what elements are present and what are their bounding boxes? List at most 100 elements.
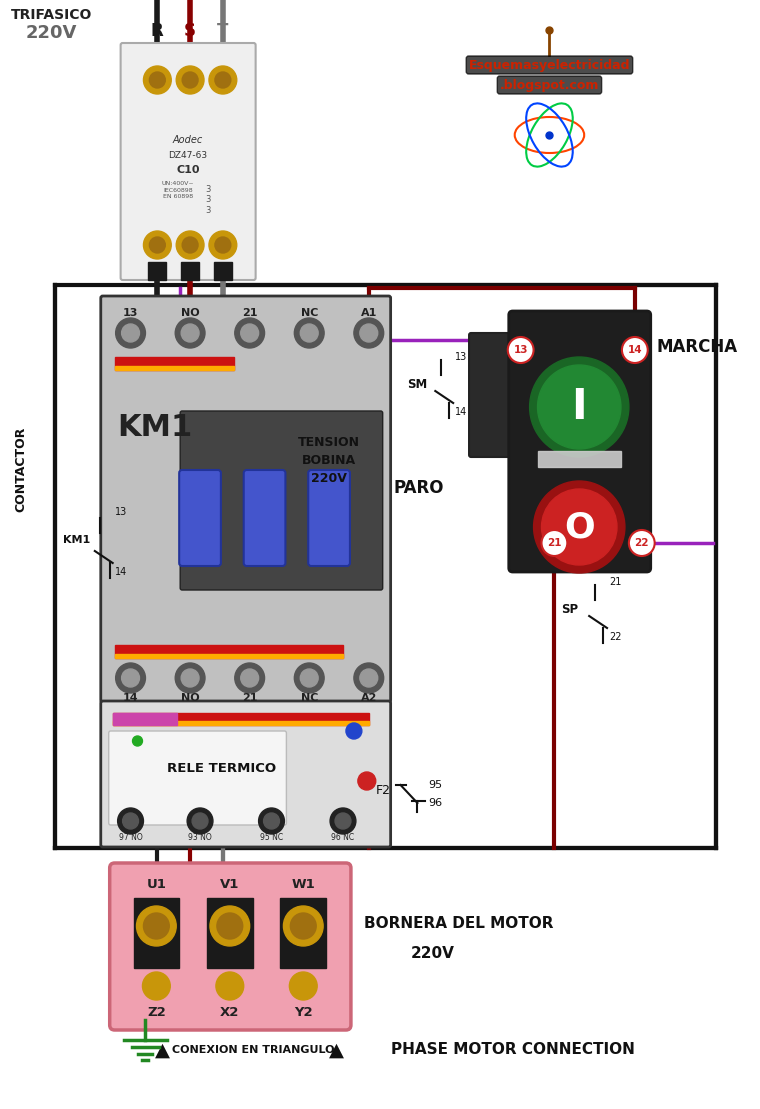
Bar xyxy=(134,898,179,968)
Bar xyxy=(115,654,343,658)
Text: 21: 21 xyxy=(547,538,562,548)
Text: Esquemasyelectricidad: Esquemasyelectricidad xyxy=(469,59,630,71)
FancyBboxPatch shape xyxy=(179,470,221,566)
Circle shape xyxy=(335,813,351,830)
Bar xyxy=(112,713,369,725)
Text: O: O xyxy=(564,510,594,545)
Circle shape xyxy=(542,530,567,556)
Circle shape xyxy=(358,772,375,790)
Text: DZ47-63: DZ47-63 xyxy=(169,151,207,160)
Text: 13: 13 xyxy=(123,308,138,318)
Text: F2: F2 xyxy=(375,783,391,796)
Circle shape xyxy=(241,669,258,686)
Text: Aodec: Aodec xyxy=(173,135,203,145)
Text: 14: 14 xyxy=(455,407,467,417)
Circle shape xyxy=(354,663,384,693)
Text: 220V: 220V xyxy=(311,472,347,486)
Circle shape xyxy=(346,723,362,739)
Text: W1: W1 xyxy=(291,877,315,891)
Circle shape xyxy=(542,489,617,564)
FancyBboxPatch shape xyxy=(180,411,383,590)
Bar xyxy=(115,366,234,370)
Text: 96 NC: 96 NC xyxy=(331,834,355,843)
Text: R: R xyxy=(151,22,163,40)
FancyBboxPatch shape xyxy=(244,470,286,566)
Circle shape xyxy=(294,318,324,348)
Text: NO: NO xyxy=(181,308,199,318)
Text: SP: SP xyxy=(562,603,578,615)
Circle shape xyxy=(181,669,199,686)
Text: 97 NO: 97 NO xyxy=(119,834,142,843)
Text: TRIFASICO: TRIFASICO xyxy=(11,8,92,22)
Bar xyxy=(112,721,369,725)
Circle shape xyxy=(264,813,280,830)
Circle shape xyxy=(181,324,199,342)
Text: A1: A1 xyxy=(360,308,377,318)
Circle shape xyxy=(132,736,142,746)
Circle shape xyxy=(192,813,208,830)
Bar xyxy=(115,357,234,370)
FancyBboxPatch shape xyxy=(109,731,287,825)
Text: 220V: 220V xyxy=(410,946,454,960)
Circle shape xyxy=(142,971,170,1000)
Text: X2: X2 xyxy=(220,1007,239,1019)
Circle shape xyxy=(235,663,264,693)
Circle shape xyxy=(118,808,144,834)
Text: I: I xyxy=(572,386,587,428)
Text: U1: U1 xyxy=(147,877,166,891)
Circle shape xyxy=(258,808,284,834)
Text: ▲: ▲ xyxy=(155,1040,169,1059)
Circle shape xyxy=(290,913,316,939)
FancyBboxPatch shape xyxy=(309,470,350,566)
Text: CONTACTOR: CONTACTOR xyxy=(15,426,28,511)
Text: 14: 14 xyxy=(122,693,138,703)
Circle shape xyxy=(216,971,244,1000)
Bar xyxy=(280,898,326,968)
Circle shape xyxy=(534,481,625,573)
Text: C10: C10 xyxy=(176,165,200,175)
Bar xyxy=(214,262,232,279)
Text: PHASE MOTOR CONNECTION: PHASE MOTOR CONNECTION xyxy=(391,1042,635,1058)
Text: NO: NO xyxy=(181,693,199,703)
Text: 22: 22 xyxy=(635,538,649,548)
Bar xyxy=(207,898,252,968)
FancyBboxPatch shape xyxy=(508,311,651,572)
Circle shape xyxy=(150,237,165,253)
Bar xyxy=(115,645,343,658)
Bar xyxy=(112,713,177,725)
Text: BOBINA: BOBINA xyxy=(302,455,356,468)
Circle shape xyxy=(122,813,138,830)
Text: 96: 96 xyxy=(429,798,442,808)
Circle shape xyxy=(182,237,198,253)
Circle shape xyxy=(210,906,250,946)
Text: NC: NC xyxy=(300,693,318,703)
Circle shape xyxy=(176,663,205,693)
FancyBboxPatch shape xyxy=(101,701,391,847)
Text: A2: A2 xyxy=(360,693,377,703)
Text: Z2: Z2 xyxy=(147,1007,166,1019)
Text: 13: 13 xyxy=(115,507,127,517)
Bar xyxy=(148,262,166,279)
Circle shape xyxy=(241,324,258,342)
Text: SM: SM xyxy=(407,378,428,391)
Circle shape xyxy=(622,337,648,363)
Text: V1: V1 xyxy=(220,877,239,891)
Text: MARCHA: MARCHA xyxy=(657,338,738,356)
Circle shape xyxy=(122,669,140,686)
Text: 13: 13 xyxy=(455,352,467,362)
Circle shape xyxy=(182,72,198,88)
Text: RELE TERMICO: RELE TERMICO xyxy=(167,762,277,774)
Circle shape xyxy=(354,318,384,348)
Circle shape xyxy=(209,67,237,94)
Circle shape xyxy=(176,231,204,260)
Text: .blogspot.com: .blogspot.com xyxy=(500,79,599,92)
Circle shape xyxy=(215,237,231,253)
Circle shape xyxy=(144,67,171,94)
Text: S: S xyxy=(184,22,196,40)
FancyBboxPatch shape xyxy=(469,333,515,457)
Text: 14: 14 xyxy=(115,567,127,577)
Text: 21: 21 xyxy=(242,693,258,703)
Text: CONEXION EN TRIANGULO: CONEXION EN TRIANGULO xyxy=(173,1045,334,1055)
Bar xyxy=(181,262,199,279)
Text: KM1: KM1 xyxy=(63,535,90,545)
